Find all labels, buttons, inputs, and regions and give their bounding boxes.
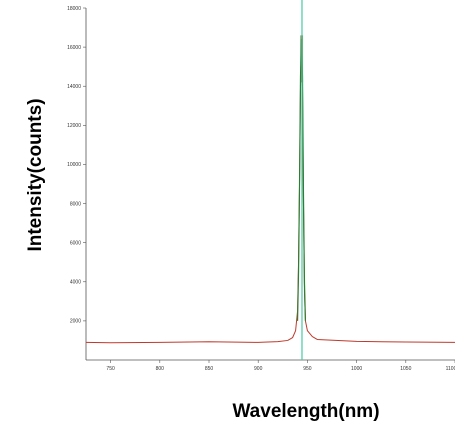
x-tick-label: 800: [156, 366, 165, 372]
y-tick-label: 14000: [67, 84, 81, 90]
y-tick-label: 10000: [67, 162, 81, 168]
x-tick-label: 850: [205, 366, 214, 372]
tick-marks: [83, 7, 455, 363]
tick-labels: 2000 4000 6000 8000 10000 12000 14000 16000 1800…: [67, 6, 455, 372]
y-axis-title: Intensity(counts): [25, 98, 46, 251]
x-tick-label: 1050: [400, 366, 411, 372]
axes: [85, 8, 455, 361]
x-tick-label: 1000: [351, 366, 362, 372]
y-tick-label: 6000: [70, 240, 81, 246]
y-tick-label: 12000: [67, 123, 81, 129]
y-tick-label: 16000: [67, 45, 81, 51]
x-tick-label: 1100: [446, 366, 455, 372]
y-tick-label: 18000: [67, 6, 81, 12]
x-tick-label: 950: [303, 366, 312, 372]
y-tick-label: 4000: [70, 280, 81, 286]
x-tick-label: 750: [106, 366, 115, 372]
y-tick-label: 8000: [70, 201, 81, 207]
x-axis-title: Wavelength(nm): [232, 401, 379, 422]
x-tick-label: 900: [254, 366, 263, 372]
y-tick-label: 2000: [70, 319, 81, 325]
